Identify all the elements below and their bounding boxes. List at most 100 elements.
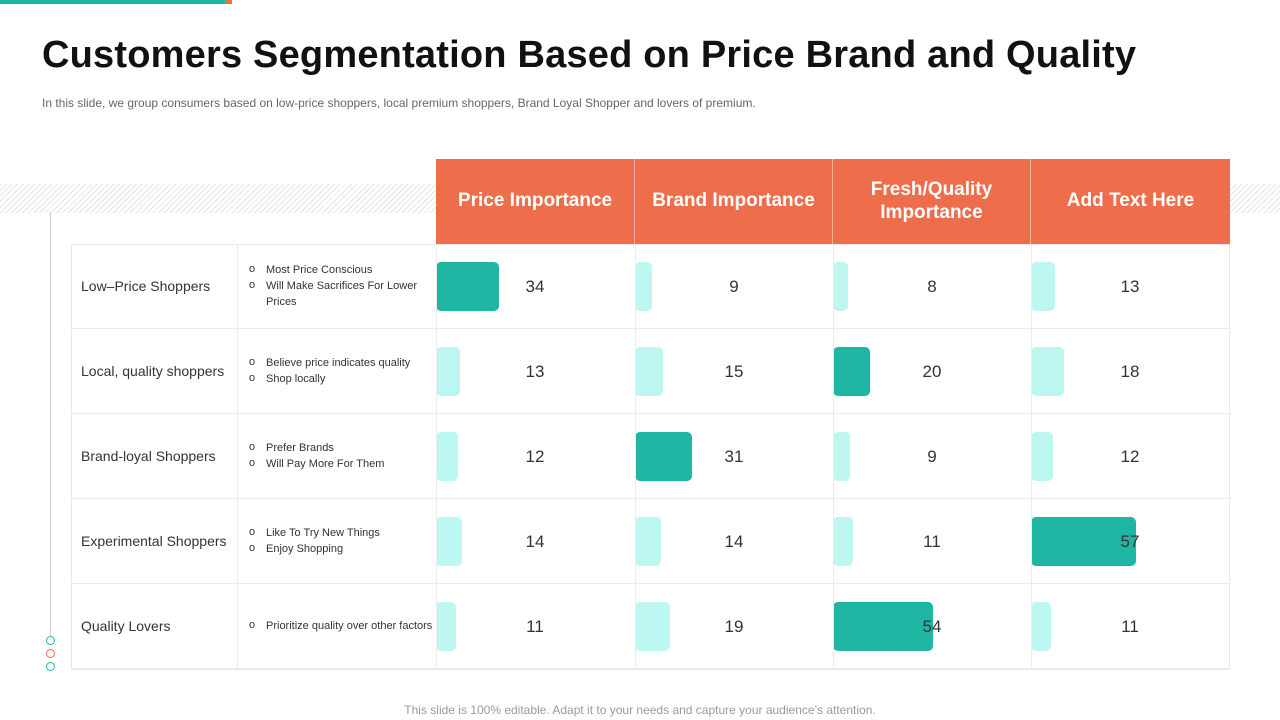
value-cell: 54	[833, 584, 1031, 669]
value-cell: 9	[833, 414, 1031, 499]
segment-label: Quality Lovers	[81, 617, 171, 634]
segment-trait: Shop locally	[247, 370, 437, 387]
value-number: 14	[525, 531, 545, 551]
segment-traits-list: Prioritize quality over other factors	[247, 584, 437, 668]
value-number: 14	[724, 531, 744, 551]
column-separator	[635, 244, 636, 670]
value-number: 11	[923, 531, 941, 551]
value-bar	[436, 432, 458, 481]
segment-trait: Believe price indicates quality	[247, 354, 437, 371]
value-bar	[436, 517, 462, 566]
value-bar	[436, 262, 499, 311]
value-cell: 9	[635, 244, 833, 329]
segment-trait: Like To Try New Things	[247, 524, 437, 541]
decorative-stripe-right	[1230, 184, 1280, 213]
value-bar	[635, 602, 670, 651]
value-number: 13	[1120, 276, 1140, 296]
segment-label: Low–Price Shoppers	[81, 277, 211, 294]
value-number: 12	[1120, 446, 1140, 466]
decorative-dot-teal	[46, 636, 55, 645]
value-number: 34	[525, 276, 545, 296]
value-cell: 18	[1031, 329, 1229, 414]
value-cell: 14	[436, 499, 634, 584]
value-cell: 13	[1031, 244, 1229, 329]
value-bar	[635, 262, 652, 311]
value-cell: 31	[635, 414, 833, 499]
page-title: Customers Segmentation Based on Price Br…	[42, 34, 1137, 76]
value-cell: 11	[436, 584, 634, 669]
table-row: Brand-loyal Shoppers Prefer BrandsWill Pa…	[71, 414, 1230, 499]
value-number: 9	[729, 276, 739, 296]
value-cell: 20	[833, 329, 1031, 414]
value-number: 13	[525, 361, 545, 381]
value-bar	[635, 517, 661, 566]
value-cell: 11	[1031, 584, 1229, 669]
segment-label: Experimental Shoppers	[81, 532, 227, 549]
segment-traits-list: Most Price ConsciousWill Make Sacrifices…	[247, 244, 437, 328]
segment-traits-list: Like To Try New ThingsEnjoy Shopping	[247, 499, 437, 583]
segment-label: Local, quality shoppers	[81, 362, 225, 379]
value-bar	[436, 602, 456, 651]
column-header-add-text: Add Text Here	[1031, 159, 1230, 244]
value-bar	[1031, 602, 1051, 651]
decorative-stripe-left	[0, 184, 436, 213]
value-bar	[635, 432, 692, 481]
value-number: 9	[927, 446, 937, 466]
footer-note: This slide is 100% editable. Adapt it to…	[404, 703, 876, 717]
value-bar	[833, 347, 870, 396]
page-subtitle: In this slide, we group consumers based …	[42, 96, 756, 110]
segmentation-table	[71, 244, 1230, 670]
segment-trait: Will Make Sacrifices For Lower Prices	[247, 277, 437, 310]
column-separator	[833, 244, 834, 670]
table-row: Low–Price Shoppers Most Price ConsciousWi…	[71, 244, 1230, 329]
value-number: 11	[1121, 616, 1139, 636]
value-number: 54	[922, 616, 942, 636]
segment-traits-list: Believe price indicates qualityShop loca…	[247, 329, 437, 413]
value-number: 15	[724, 361, 744, 381]
segment-trait: Will Pay More For Them	[247, 455, 437, 472]
segment-trait: Prioritize quality over other factors	[247, 617, 437, 634]
value-number: 31	[724, 446, 744, 466]
value-bar	[436, 347, 460, 396]
column-header-price: Price Importance	[436, 159, 635, 244]
column-separator	[237, 244, 238, 670]
value-number: 57	[1120, 531, 1140, 551]
value-bar	[833, 432, 850, 481]
table-row: Local, quality shoppers Believe price ind…	[71, 329, 1230, 414]
column-header-quality: Fresh/Quality Importance	[833, 159, 1031, 244]
value-cell: 8	[833, 244, 1031, 329]
segment-trait: Enjoy Shopping	[247, 540, 437, 557]
value-cell: 12	[1031, 414, 1229, 499]
value-bar	[1031, 347, 1064, 396]
value-number: 20	[922, 361, 942, 381]
value-number: 11	[526, 616, 544, 636]
value-bar	[1031, 432, 1053, 481]
value-cell: 13	[436, 329, 634, 414]
top-accent-bar-orange	[225, 0, 232, 4]
column-header-brand: Brand Importance	[635, 159, 833, 244]
value-bar	[833, 262, 848, 311]
column-separator	[1031, 244, 1032, 670]
decorative-dot-teal-2	[46, 662, 55, 671]
table-row: Experimental Shoppers Like To Try New Thi…	[71, 499, 1230, 584]
value-bar	[1031, 262, 1055, 311]
column-separator	[436, 244, 437, 670]
value-number: 12	[525, 446, 545, 466]
segment-traits-list: Prefer BrandsWill Pay More For Them	[247, 414, 437, 498]
value-bar	[833, 602, 933, 651]
value-cell: 11	[833, 499, 1031, 584]
decorative-dot-orange	[46, 649, 55, 658]
segment-trait: Prefer Brands	[247, 439, 437, 456]
value-number: 19	[724, 616, 744, 636]
segment-label: Brand-loyal Shoppers	[81, 447, 216, 464]
value-bar	[635, 347, 663, 396]
value-cell: 57	[1031, 499, 1229, 584]
top-accent-bar-teal	[0, 0, 225, 4]
value-number: 18	[1120, 361, 1140, 381]
value-cell: 12	[436, 414, 634, 499]
value-cell: 34	[436, 244, 634, 329]
value-bar	[1031, 517, 1136, 566]
value-bar	[833, 517, 853, 566]
value-cell: 14	[635, 499, 833, 584]
value-cell: 15	[635, 329, 833, 414]
